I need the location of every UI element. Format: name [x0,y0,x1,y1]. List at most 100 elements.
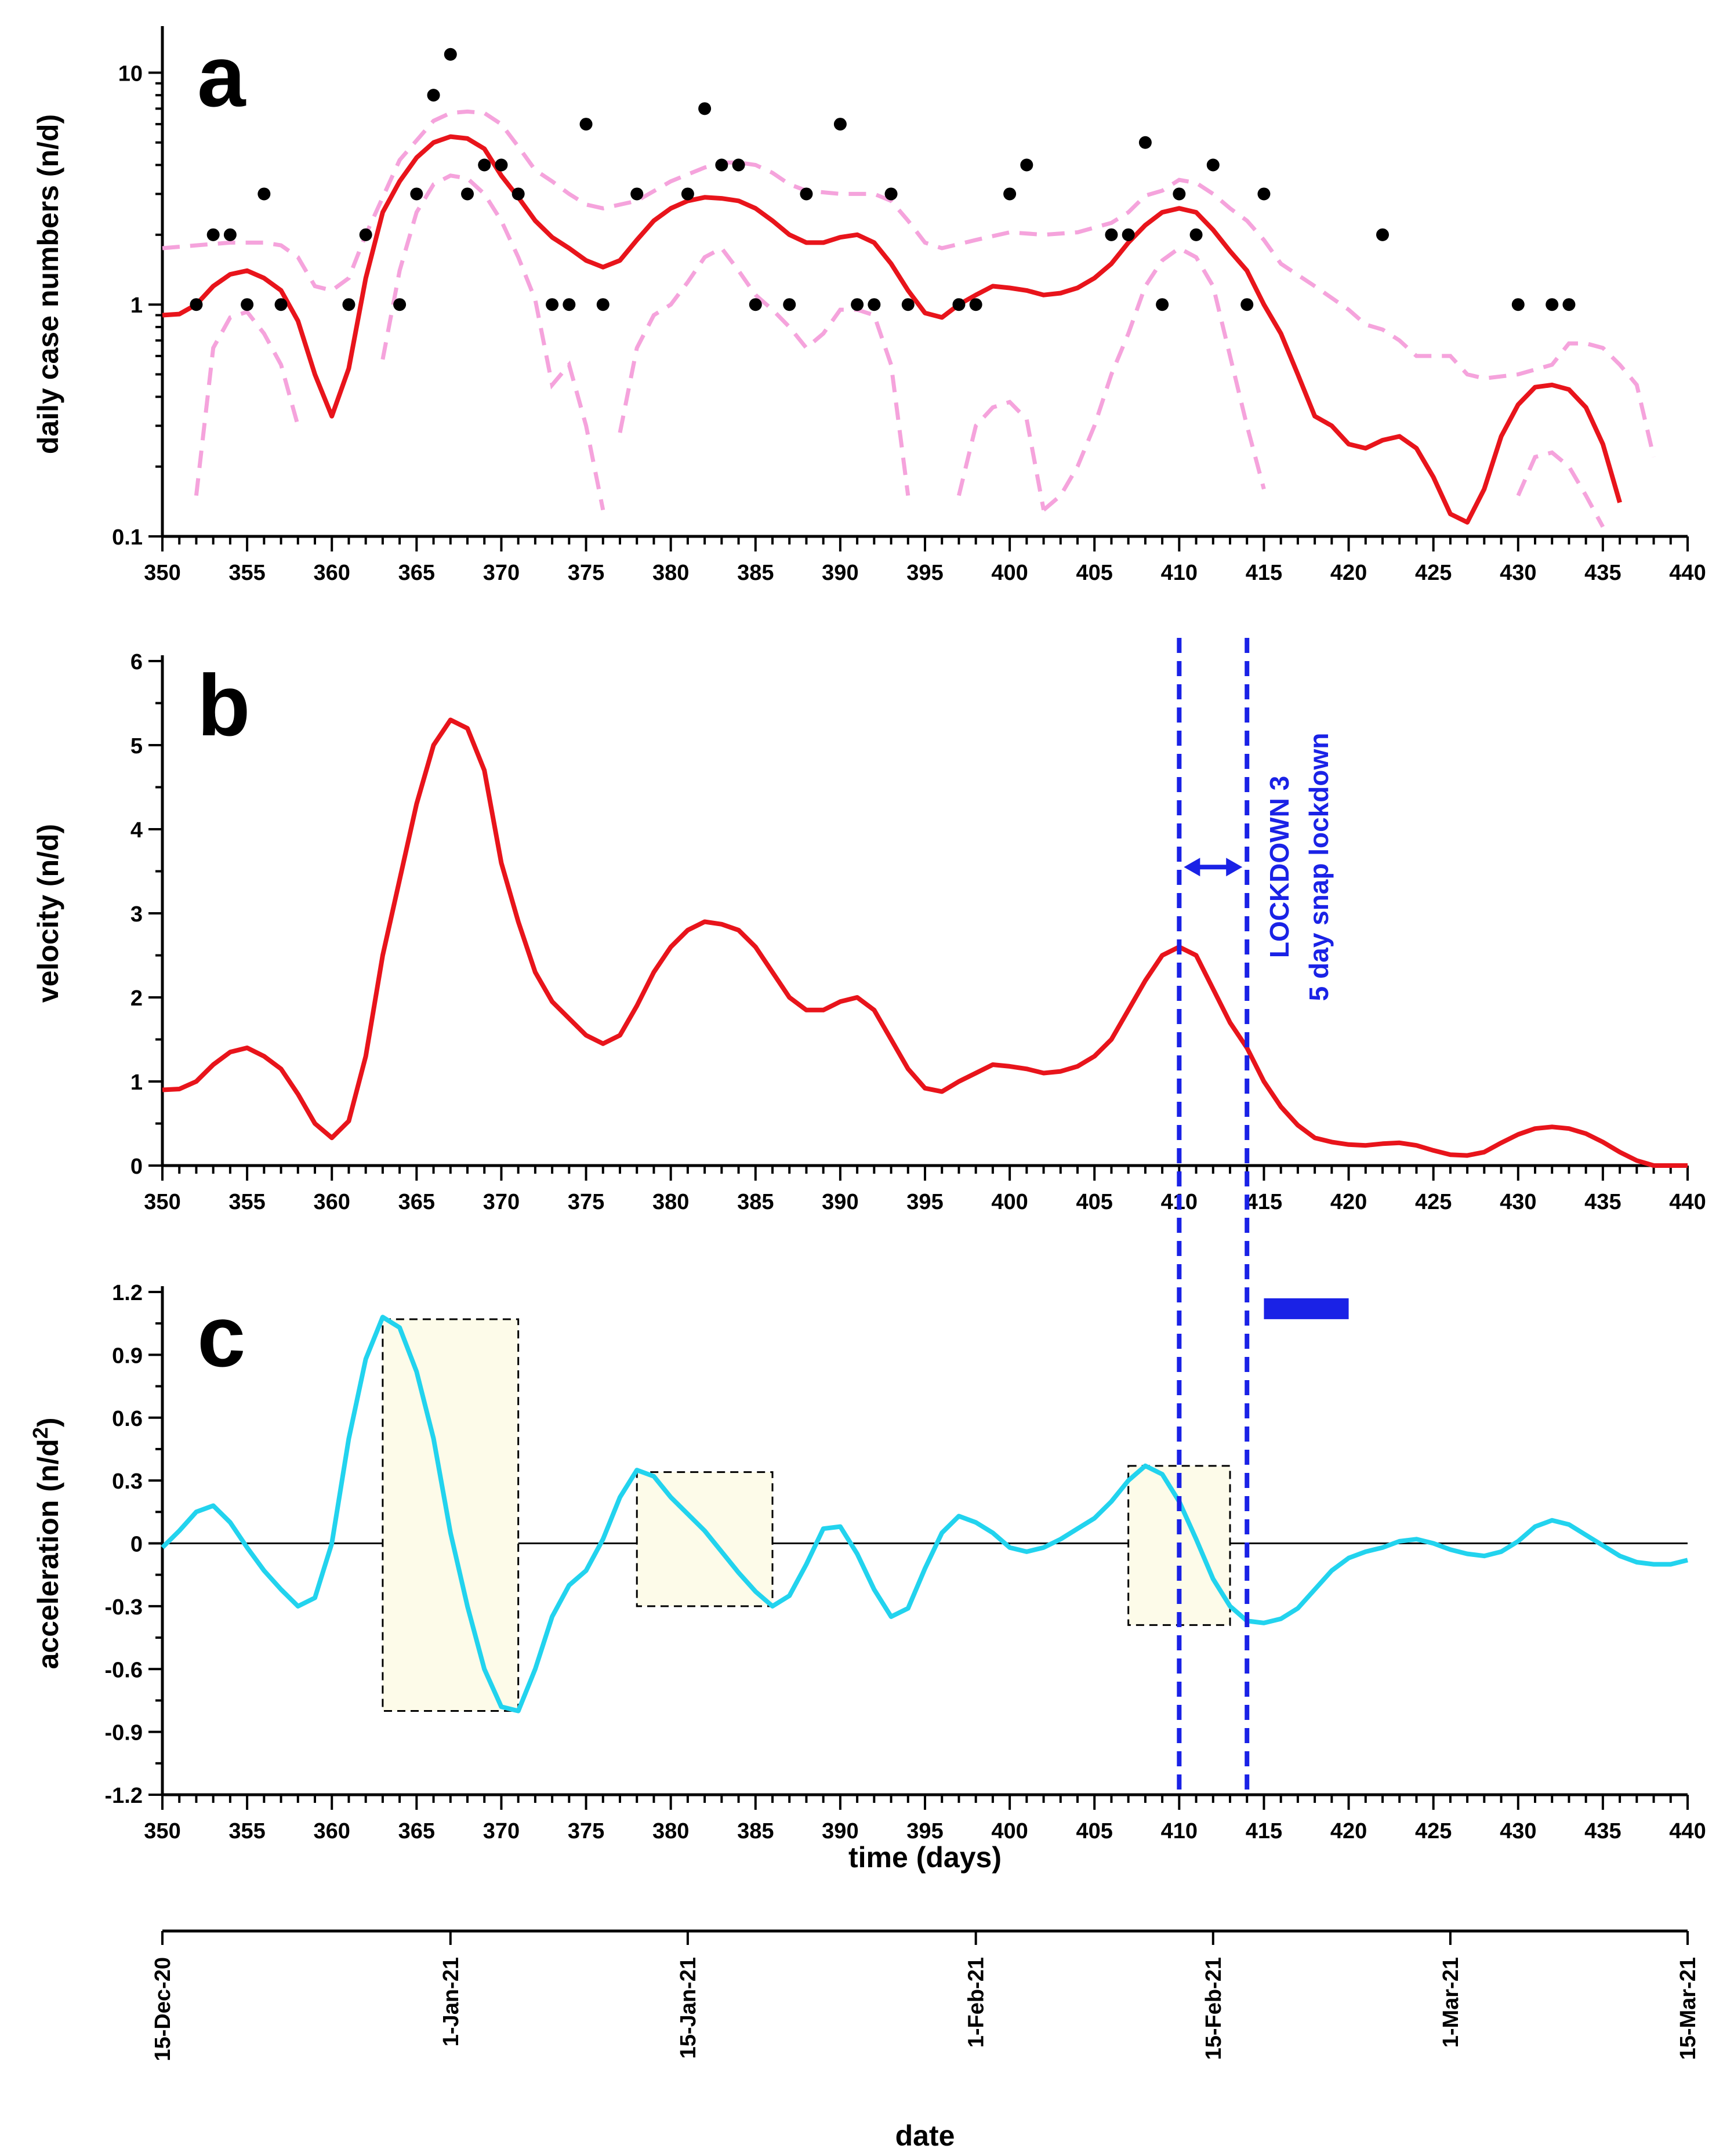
x-tick-label: 390 [822,561,858,585]
y-tick-label: 0.3 [112,1469,143,1494]
x-tick-label: 415 [1246,1190,1282,1214]
x-tick-label: 425 [1415,1819,1452,1843]
x-tick-label: 420 [1330,1190,1367,1214]
x-tick-label: 370 [483,1190,520,1214]
date-tick-label: 15-Feb-21 [1202,1957,1226,2060]
x-tick-label: 400 [991,1819,1028,1843]
data-point [342,298,355,311]
date-tick-label: 15-Dec-20 [151,1957,175,2061]
snap-lockdown-bar [1264,1298,1349,1319]
x-tick-label: 350 [144,561,180,585]
x-tick-label: 350 [144,1819,180,1843]
date-tick-label: 15-Mar-21 [1676,1957,1700,2060]
panel-letter: a [197,27,246,125]
y-axis-title-text: velocity (n/d) [32,824,64,1003]
snap-lockdown-label: 5 day snap lockdown [1304,733,1334,1001]
data-point [563,298,576,311]
arrow-head-left [1184,858,1200,877]
date-axis: 15-Dec-20 1-Jan-21 15-Jan-21 1-Feb-21 15-Feb… [151,1929,1700,2152]
data-point [1257,187,1271,201]
data-point [1020,158,1033,172]
x-tick-label: 355 [228,1819,265,1843]
x-tick-label: 435 [1584,1819,1621,1843]
data-point [783,298,796,311]
data-point [1562,298,1576,311]
data-point [359,228,372,241]
y-tick-label: 0 [130,1155,143,1179]
x-tick-label: 365 [398,561,435,585]
y-axis-title-end: ) [32,1417,64,1427]
y-tick-label: -1.2 [105,1784,143,1808]
data-point [1206,158,1220,172]
data-point [800,187,813,201]
data-point [444,48,457,61]
data-point [851,298,864,311]
date-tick-label: 1-Jan-21 [439,1957,463,2046]
x-tick-label: 440 [1669,1190,1706,1214]
x-tick-label: 390 [822,1819,858,1843]
data-point [952,298,966,311]
data-point [901,298,915,311]
ci-lower-line [1042,245,1266,512]
ci-lower-line [194,309,300,496]
data-point [868,298,881,311]
x-tick-label: 380 [652,561,689,585]
highlight-box [382,1318,520,1712]
x-tick-label: 405 [1076,1190,1113,1214]
panel-letter: c [197,1287,245,1385]
y-tick-label: 10 [118,61,143,86]
data-point [1546,298,1559,311]
y-tick-label: 6 [130,650,143,674]
x-tick-label: 360 [314,1190,350,1214]
x-tick-label: 395 [906,1819,943,1843]
ci-lower-line [956,400,1046,511]
data-point [512,187,525,201]
y-tick-label: -0.3 [105,1595,143,1620]
data-point [274,298,288,311]
data-point [715,158,728,172]
x-tick-label: 435 [1584,1190,1621,1214]
y-tick-label: 0.1 [112,525,143,550]
data-point [241,298,254,311]
lockdown-label: LOCKDOWN 3 [1264,776,1294,958]
x-tick-label: 395 [906,1190,943,1214]
x-tick-label: 400 [991,1190,1028,1214]
x-tick-label: 410 [1161,1819,1198,1843]
x-tick-label: 355 [228,561,265,585]
ci-lower-line [618,245,910,496]
data-point [1511,298,1525,311]
data-point [681,187,694,201]
x-tick-label: 425 [1415,1190,1452,1214]
data-point [1105,228,1118,241]
x-tick-label: 370 [483,561,520,585]
data-point [1122,228,1135,241]
x-tick-label: 375 [568,1819,604,1843]
panel-b: 3503553603653703753803853903954004054104… [32,650,1706,1214]
y-tick-label: 1.2 [112,1281,143,1305]
arrow-head-right [1226,858,1243,877]
x-tick-label: 415 [1246,561,1282,585]
panel-a: 350 355 360 365 370 375 380 385 390 395 400 405 410 4… [32,26,1706,585]
x-tick-label: 360 [314,561,350,585]
x-tick-label: 385 [737,561,774,585]
data-point [1240,298,1254,311]
ci-lower-line [1516,450,1605,528]
x-tick-label: 405 [1076,1819,1113,1843]
x-tick-label: 365 [398,1190,435,1214]
data-point [478,158,491,172]
data-point [969,298,982,311]
y-axis-title: daily case numbers (n/d) [32,114,64,454]
x-tick-label: 435 [1584,561,1621,585]
y-tick-label: -0.9 [105,1721,143,1745]
x-tick-label: 400 [991,561,1028,585]
data-point [1003,187,1017,201]
data-point [596,298,610,311]
data-point [1376,228,1389,241]
date-tick-label: 1-Feb-21 [964,1957,989,2048]
x-tick-label: 425 [1415,561,1452,585]
x-tick-label: 405 [1076,561,1113,585]
data-point [410,187,423,201]
date-tick-label: 1-Mar-21 [1439,1957,1463,2048]
x-tick-label: 355 [228,1190,265,1214]
